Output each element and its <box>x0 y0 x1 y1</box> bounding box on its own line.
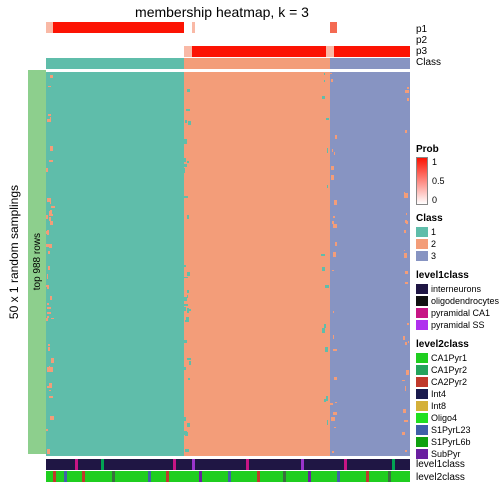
legend-swatch <box>416 320 428 330</box>
legend-swatch <box>416 353 428 363</box>
legend-item: CA2Pyr2 <box>416 376 502 388</box>
legend-label: CA2Pyr2 <box>431 377 467 387</box>
legend-swatch <box>416 413 428 423</box>
legend-item: CA1Pyr1 <box>416 352 502 364</box>
bottom-anno-labels: level1classlevel2class <box>416 459 465 484</box>
legend-swatch <box>416 449 428 459</box>
legend-swatch <box>416 401 428 411</box>
top-anno-label: Class <box>416 57 502 68</box>
legend-item: S1PyrL6b <box>416 436 502 448</box>
legend-label: CA1Pyr1 <box>431 353 467 363</box>
prob-ticks: 10.50 <box>432 157 445 205</box>
legend-item: 3 <box>416 250 502 262</box>
legend-swatch <box>416 437 428 447</box>
legend-swatch <box>416 251 428 261</box>
legend-label: Int4 <box>431 389 446 399</box>
row-annotation: top 988 rows <box>28 22 46 482</box>
legend-title: level1class <box>416 270 502 281</box>
legend-swatch <box>416 308 428 318</box>
legend-label: 2 <box>431 239 436 249</box>
legend-swatch <box>416 239 428 249</box>
legend-swatch <box>416 377 428 387</box>
legend-column: p1p2p3Class Prob 10.50 Class123 level1cl… <box>410 22 504 482</box>
legend-label: S1PyrL6b <box>431 437 471 447</box>
legend-swatch <box>416 284 428 294</box>
legend-item: pyramidal CA1 <box>416 307 502 319</box>
legend-level1: level1class interneurons oligodendrocytes p… <box>416 270 502 331</box>
legend-level2: level2class CA1Pyr1 CA1Pyr2 CA2Pyr2 Int4 Int8… <box>416 339 502 460</box>
legend-item: Oligo4 <box>416 412 502 424</box>
legend-swatch <box>416 365 428 375</box>
top-anno-labels: p1p2p3Class <box>416 24 502 68</box>
top-anno-label: p3 <box>416 46 502 57</box>
legend-item: 2 <box>416 238 502 250</box>
legend-label: 3 <box>431 251 436 261</box>
legend-label: SubPyr <box>431 449 461 459</box>
legend-title: level2class <box>416 339 502 350</box>
legend-item: Int8 <box>416 400 502 412</box>
legend-label: Int8 <box>431 401 446 411</box>
legend-item: oligodendrocytes <box>416 295 502 307</box>
top-anno-label: p1 <box>416 24 502 35</box>
legend-label: S1PyrL23 <box>431 425 471 435</box>
legend-item: CA1Pyr2 <box>416 364 502 376</box>
left-axis-label: 50 x 1 random samplings <box>7 185 21 319</box>
bottom-annotations <box>46 459 410 482</box>
bottom-anno-label: level2class <box>416 472 465 484</box>
legend-swatch <box>416 425 428 435</box>
legend-swatch <box>416 296 428 306</box>
main-layout: 50 x 1 random samplings top 988 rows p1p… <box>0 22 504 482</box>
legend-prob-title: Prob <box>416 144 502 155</box>
legend-item: S1PyrL23 <box>416 424 502 436</box>
legend-prob: Prob 10.50 <box>416 144 502 205</box>
legend-title: Class <box>416 213 502 224</box>
row-anno-label: top 988 rows <box>32 233 43 290</box>
page-title: membership heatmap, k = 3 <box>0 0 504 22</box>
legend-item: pyramidal SS <box>416 319 502 331</box>
top-anno-label: p2 <box>416 35 502 46</box>
legend-label: 1 <box>431 227 436 237</box>
left-axis: 50 x 1 random samplings <box>0 22 28 482</box>
top-annotations <box>46 22 410 69</box>
legend-item: Int4 <box>416 388 502 400</box>
legend-label: pyramidal CA1 <box>431 308 490 318</box>
heat-area <box>46 22 410 482</box>
legend-swatch <box>416 389 428 399</box>
legend-label: CA1Pyr2 <box>431 365 467 375</box>
legend-label: oligodendrocytes <box>431 296 499 306</box>
bottom-anno-label: level1class <box>416 459 465 471</box>
legend-class: Class 1 2 3 <box>416 213 502 262</box>
legend-item: 1 <box>416 226 502 238</box>
legend-swatch <box>416 227 428 237</box>
legend-item: interneurons <box>416 283 502 295</box>
legend-label: pyramidal SS <box>431 320 485 330</box>
legend-label: Oligo4 <box>431 413 457 423</box>
heatmap <box>46 72 410 456</box>
prob-colorbar <box>416 157 428 205</box>
legend-label: interneurons <box>431 284 481 294</box>
